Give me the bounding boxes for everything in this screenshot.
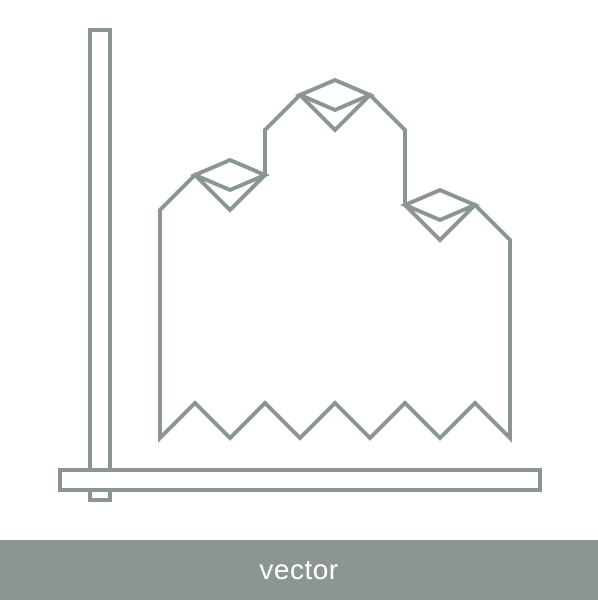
caption-bar: vector — [0, 540, 598, 600]
vector-icon-card: vector — [0, 0, 598, 600]
caption-text: vector — [259, 554, 338, 586]
bar-chart-3d-icon — [0, 0, 598, 540]
icon-area — [0, 0, 598, 540]
